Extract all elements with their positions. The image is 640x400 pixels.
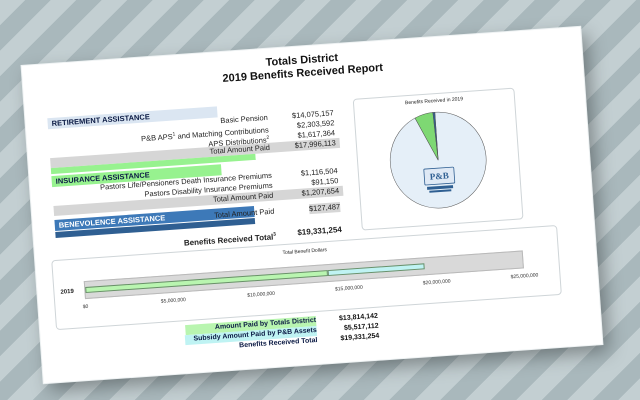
total-value: $17,996,113: [294, 138, 337, 151]
pb-logo-icon: P&B: [423, 166, 456, 193]
pie-chart: P&B: [389, 111, 487, 209]
x-tick-label: $5,000,000: [160, 297, 187, 305]
x-tick-label: $25,000,000: [510, 272, 539, 281]
x-tick-label: $0: [82, 303, 89, 311]
benefits-total-value: $19,331,254: [297, 224, 343, 238]
bar-category-label: 2019: [60, 288, 75, 296]
summary-value: $19,331,254: [340, 332, 380, 343]
x-tick-label: $20,000,000: [422, 278, 451, 287]
pie-chart-title: Benefits Received in 2019: [404, 96, 464, 107]
retirement-section: RETIREMENT ASSISTANCE Basic Pension $14,…: [47, 98, 341, 175]
x-tick-label: $10,000,000: [247, 290, 276, 299]
pie-chart-panel: Benefits Received in 2019 P&B: [352, 87, 524, 231]
subsidy-bar: [327, 263, 425, 277]
benefits-report-sheet: Totals District 2019 Benefits Received R…: [21, 26, 603, 384]
pie-slice-benevolence-assistance: [432, 111, 439, 161]
pb-logo-text: P&B: [429, 170, 449, 181]
total-value: $127,487: [308, 202, 341, 215]
total-value: $1,207,654: [301, 186, 340, 198]
x-tick-label: $15,000,000: [334, 284, 364, 293]
